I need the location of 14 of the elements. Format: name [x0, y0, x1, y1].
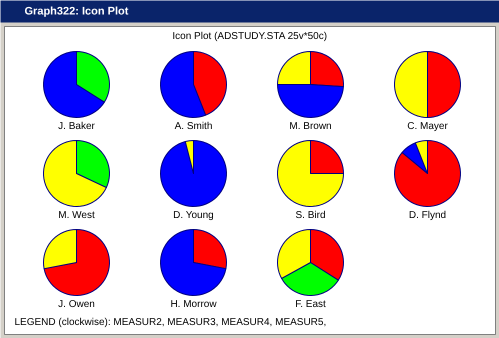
- text: M. Brown: [289, 121, 332, 132]
- text: A. Smith: [174, 121, 212, 132]
- text: J. Baker: [58, 121, 96, 132]
- caption: Graph322: Icon Plot: [24, 6, 129, 18]
- text: H. Morrow: [170, 299, 218, 310]
- text: F. East: [295, 299, 326, 310]
- text: LEGEND (clockwise): MEASUR2, MEASUR3, MEASUR4, MEASUR5,: [14, 317, 326, 328]
- text: C. Mayer: [407, 121, 448, 132]
- text: D. Flynd: [408, 210, 446, 221]
- text: S. Bird: [295, 210, 326, 221]
- text: M. West: [58, 210, 95, 221]
- text: D. Young: [173, 210, 214, 221]
- text: Icon Plot (ADSTUDY.STA 25v*50c): [172, 31, 328, 42]
- text: J. Owen: [58, 299, 95, 310]
